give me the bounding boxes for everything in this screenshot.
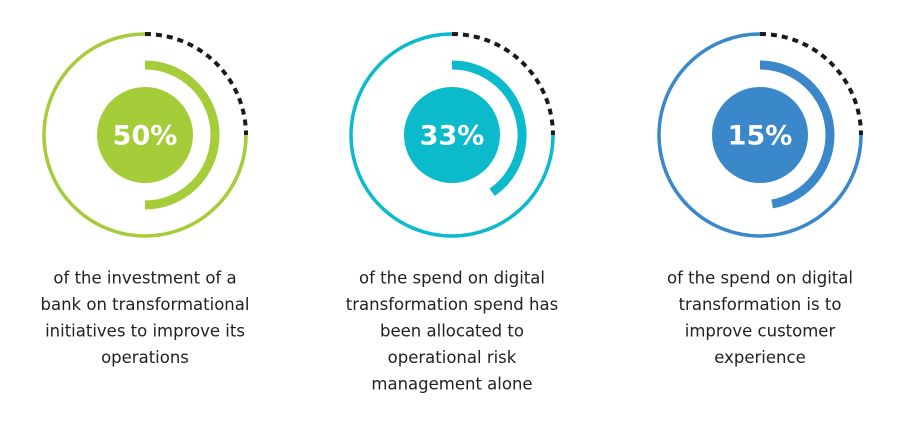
stat-description: operations <box>101 348 189 367</box>
stat-description: transformation spend has <box>346 295 558 314</box>
stat-description: of the investment of a <box>53 269 236 288</box>
stat-value: 33% <box>420 121 485 152</box>
stat-description: of the spend on digital <box>667 269 853 288</box>
outer-ring <box>42 32 248 238</box>
stat-description: experience <box>714 348 805 367</box>
inner-arc <box>144 60 220 210</box>
stat-description: operational risk <box>388 348 517 367</box>
dashed-ring <box>451 32 555 136</box>
inner-arc <box>759 60 835 209</box>
stat-description: initiatives to improve its <box>45 322 245 341</box>
outer-ring <box>349 32 555 238</box>
stat-value: 50% <box>113 121 178 152</box>
stat-description: management alone <box>371 375 532 394</box>
stat-value: 15% <box>728 121 793 152</box>
stat-description: been allocated to <box>380 322 524 341</box>
center-disc <box>712 87 808 183</box>
center-disc <box>404 87 500 183</box>
stat-description: improve customer <box>685 322 836 341</box>
dashed-ring <box>759 32 863 136</box>
stat-description: bank on transformational <box>41 295 250 314</box>
inner-arc <box>451 60 527 197</box>
dashed-ring <box>144 32 248 136</box>
stat-description: transformation is to <box>679 295 842 314</box>
stat-description: of the spend on digital <box>359 269 545 288</box>
outer-ring <box>657 32 863 238</box>
center-disc <box>97 87 193 183</box>
